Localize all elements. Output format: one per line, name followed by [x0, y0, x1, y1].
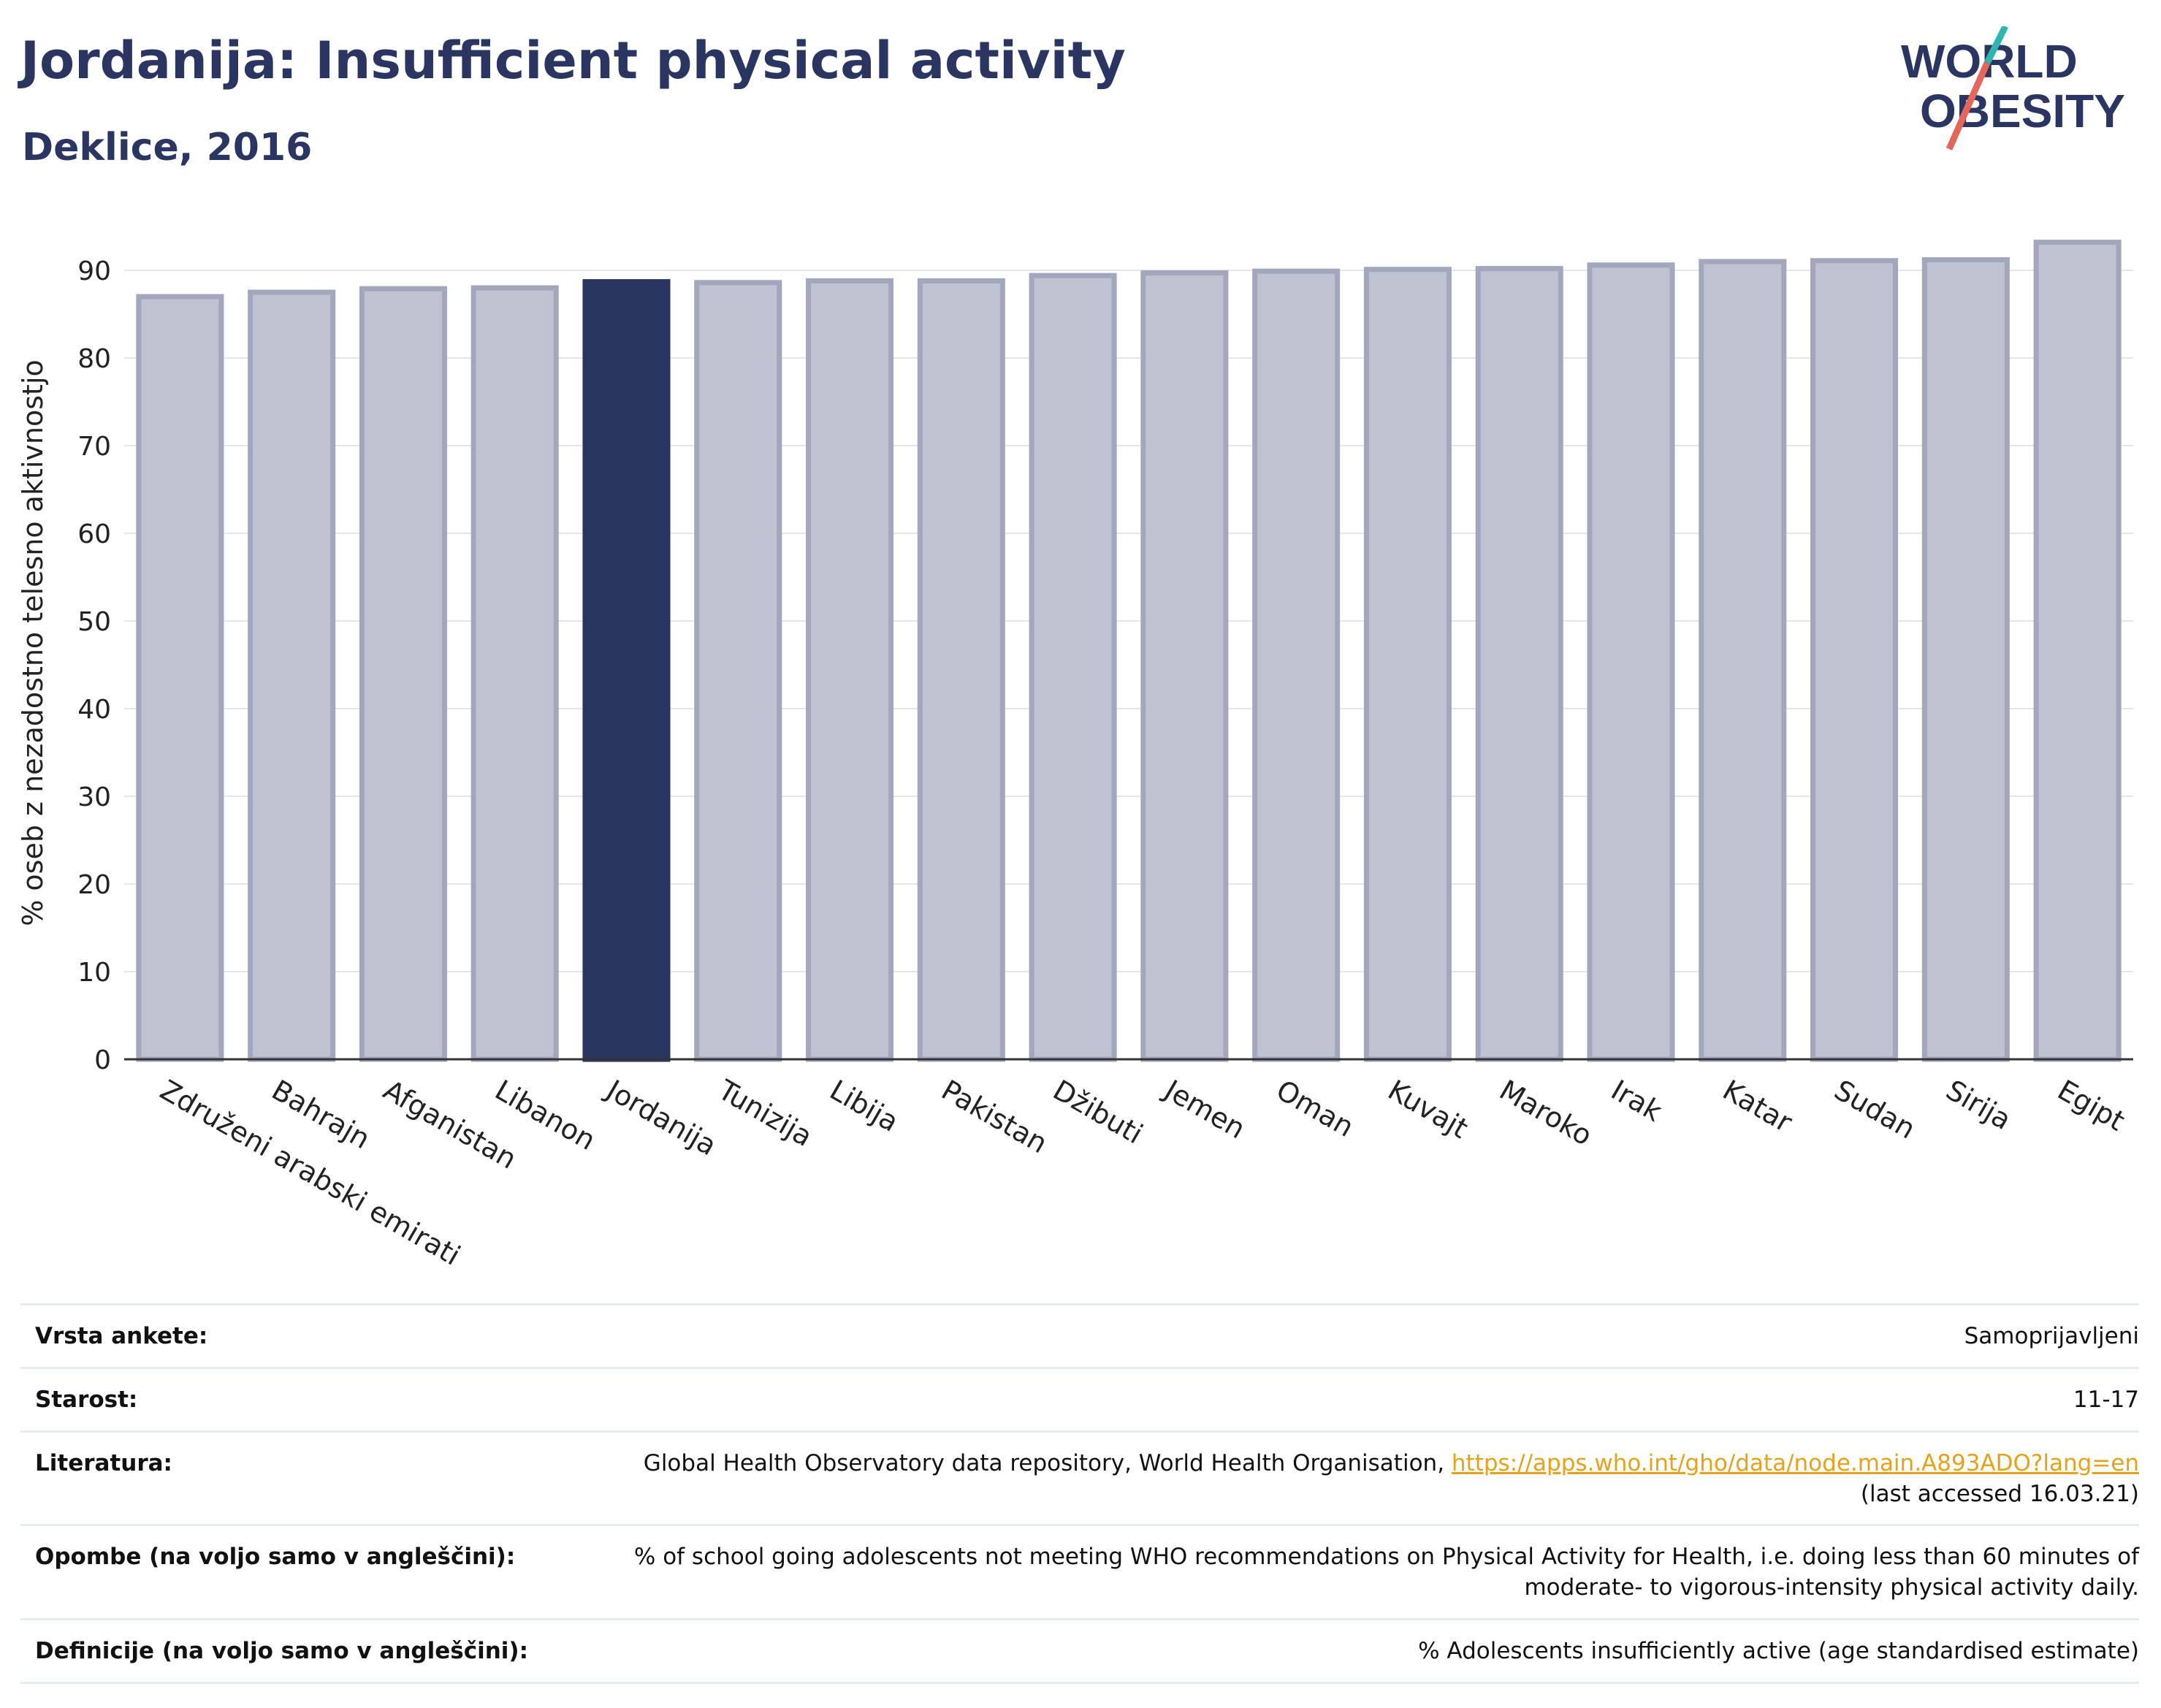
x-tick-label: Maroko — [1494, 1074, 1598, 1152]
bar-15 — [1810, 258, 1899, 1062]
x-tick-label: Sirija — [1940, 1074, 2016, 1136]
meta-row-definitions: Definicije (na voljo samo v angleščini):… — [20, 1618, 2139, 1684]
x-tick-label: Kuvajt — [1382, 1074, 1473, 1145]
x-tick-label: Oman — [1271, 1074, 1360, 1143]
logo-slash-red — [1945, 61, 1991, 150]
x-tick-label: Pakistan — [936, 1074, 1053, 1160]
x-tick-label: Egipt — [2052, 1074, 2130, 1137]
y-tick-label: 20 — [77, 870, 111, 900]
x-tick-label: Libija — [825, 1074, 904, 1138]
meta-value: Samoprijavljeni — [590, 1303, 2139, 1368]
gridlines — [124, 270, 2133, 972]
bar-9 — [1140, 270, 1229, 1062]
y-tick-label: 80 — [77, 344, 111, 374]
bar-11 — [1363, 267, 1452, 1062]
bars — [136, 240, 2122, 1062]
y-tick-label: 70 — [77, 432, 111, 462]
logo-word-obesity: OBESITY — [1920, 85, 2125, 137]
bar-8 — [1029, 272, 1117, 1062]
meta-row-survey-type: Vrsta ankete: Samoprijavljeni — [20, 1303, 2139, 1368]
meta-value-continued: moderate- to vigorous-intensity physical… — [1524, 1574, 2139, 1601]
world-obesity-logo: WORLD OBESITY — [1901, 26, 2125, 150]
y-tick-label: 90 — [77, 256, 111, 286]
logo-slash-teal — [1983, 26, 2009, 65]
bar-16 — [1921, 257, 2010, 1062]
chart-title: Jordanija: Insufficient physical activit… — [20, 31, 1126, 91]
meta-value: % Adolescents insufficiently active (age… — [590, 1618, 2139, 1684]
bar-1 — [248, 289, 336, 1062]
meta-value: 11-17 — [590, 1366, 2139, 1432]
bar-14 — [1699, 259, 1787, 1062]
x-tick-label: Jordanija — [600, 1073, 722, 1162]
x-tick-label: Jemen — [1158, 1073, 1251, 1145]
y-tick-label: 0 — [94, 1045, 111, 1075]
meta-label: Literatura: — [20, 1430, 590, 1525]
bar-chart: 0 10 20 30 40 50 60 70 80 90 Združeni arabski emi… — [17, 240, 2133, 1272]
meta-row-references: Literatura: Global Health Observatory da… — [20, 1430, 2139, 1525]
y-tick-label: 30 — [77, 782, 111, 812]
meta-note: (last accessed 16.03.21) — [1860, 1480, 2139, 1507]
y-tick-label: 50 — [77, 607, 111, 637]
x-tick-label: Džibuti — [1048, 1074, 1148, 1151]
meta-label: Vrsta ankete: — [20, 1303, 590, 1368]
bar-6 — [806, 278, 894, 1062]
bar-10 — [1252, 268, 1341, 1062]
bar-3 — [470, 285, 559, 1062]
bar-12 — [1475, 266, 1563, 1062]
bar-13 — [1587, 262, 1675, 1062]
x-tick-label: Sudan — [1829, 1074, 1921, 1145]
reference-link[interactable]: https://apps.who.int/gho/data/node.main.… — [1451, 1449, 2139, 1476]
y-tick-labels: 0 10 20 30 40 50 60 70 80 90 — [77, 256, 111, 1075]
chart-subtitle: Deklice, 2016 — [22, 126, 313, 169]
y-tick-label: 60 — [77, 519, 111, 549]
bar-5 — [694, 280, 782, 1062]
metadata-table: Vrsta ankete: Samoprijavljeni Starost: 1… — [20, 1303, 2139, 1684]
y-tick-label: 10 — [77, 958, 111, 988]
meta-label: Opombe (na voljo samo v angleščini): — [20, 1524, 590, 1620]
bar-0 — [136, 294, 224, 1062]
meta-value: % of school going adolescents not meetin… — [633, 1544, 2139, 1571]
meta-row-age: Starost: 11-17 — [20, 1366, 2139, 1432]
x-tick-label: Tunizija — [712, 1073, 818, 1153]
meta-label: Definicije (na voljo samo v angleščini): — [20, 1618, 590, 1684]
bar-2 — [359, 286, 447, 1062]
meta-row-notes: Opombe (na voljo samo v angleščini): % o… — [20, 1524, 2139, 1620]
meta-label: Starost: — [20, 1366, 590, 1432]
x-tick-label: Irak — [1606, 1074, 1667, 1128]
bar-17 — [2033, 240, 2122, 1062]
bar-4 — [582, 279, 671, 1062]
x-tick-label: Katar — [1718, 1074, 1798, 1139]
bar-7 — [917, 278, 1005, 1062]
y-axis-label: % oseb z nezadostno telesno aktivnostjo — [17, 359, 49, 926]
meta-value: Global Health Observatory data repositor… — [643, 1449, 1445, 1476]
y-tick-label: 40 — [77, 695, 111, 725]
